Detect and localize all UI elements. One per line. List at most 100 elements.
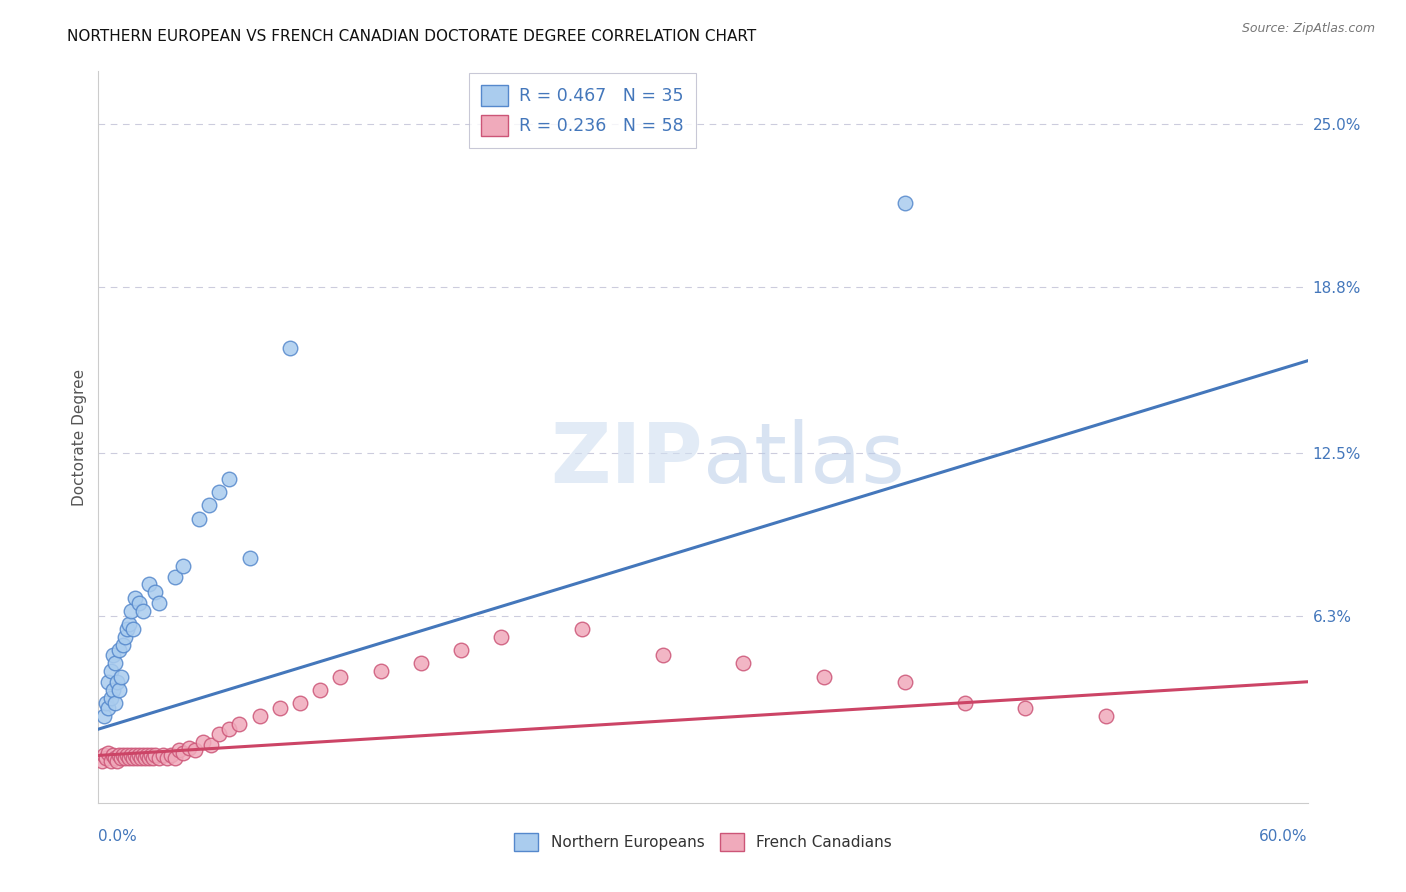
Point <box>100 690 122 705</box>
Point <box>309 682 332 697</box>
Point <box>278 341 301 355</box>
Point <box>110 751 132 765</box>
Point <box>156 751 179 765</box>
Point <box>135 748 157 763</box>
Point <box>148 596 170 610</box>
Point <box>893 195 915 210</box>
Point <box>105 754 128 768</box>
Point <box>103 751 125 765</box>
Point <box>124 748 146 763</box>
Point <box>208 727 231 741</box>
Point <box>97 746 120 760</box>
Text: atlas: atlas <box>703 418 904 500</box>
Point <box>138 751 160 765</box>
Point <box>142 751 165 765</box>
Point <box>120 604 142 618</box>
Point <box>121 622 143 636</box>
Point <box>115 622 138 636</box>
Point <box>228 717 250 731</box>
Text: 60.0%: 60.0% <box>1260 829 1308 844</box>
Point <box>96 751 118 765</box>
Point <box>93 748 115 763</box>
Point <box>143 748 166 763</box>
Point <box>93 709 115 723</box>
Point <box>129 751 152 765</box>
Point <box>101 648 124 663</box>
Point <box>329 669 352 683</box>
Text: ZIP: ZIP <box>551 418 703 500</box>
Point <box>893 674 915 689</box>
Point <box>132 748 155 763</box>
Point <box>118 616 141 631</box>
Point <box>172 559 194 574</box>
Point <box>103 657 125 671</box>
Point <box>91 754 114 768</box>
Point <box>491 630 513 644</box>
Point <box>132 604 155 618</box>
Y-axis label: Doctorate Degree: Doctorate Degree <box>72 368 87 506</box>
Point <box>114 630 136 644</box>
Point <box>118 751 141 765</box>
Text: Source: ZipAtlas.com: Source: ZipAtlas.com <box>1241 22 1375 36</box>
Point <box>128 748 150 763</box>
Point <box>101 748 124 763</box>
Point <box>184 743 207 757</box>
Point <box>110 669 132 683</box>
Point <box>96 696 118 710</box>
Point <box>163 751 186 765</box>
Point <box>160 748 183 763</box>
Point <box>97 701 120 715</box>
Point <box>103 696 125 710</box>
Point <box>239 551 262 566</box>
Point <box>124 591 146 605</box>
Point <box>107 643 129 657</box>
Text: 0.0%: 0.0% <box>98 829 138 844</box>
Point <box>1014 701 1036 715</box>
Point <box>179 740 201 755</box>
Point <box>172 746 194 760</box>
Point <box>198 499 221 513</box>
Point <box>125 751 148 765</box>
Point <box>138 577 160 591</box>
Point <box>114 751 136 765</box>
Text: NORTHERN EUROPEAN VS FRENCH CANADIAN DOCTORATE DEGREE CORRELATION CHART: NORTHERN EUROPEAN VS FRENCH CANADIAN DOC… <box>67 29 756 44</box>
Point <box>111 748 134 763</box>
Point <box>370 665 392 679</box>
Point <box>100 665 122 679</box>
Point <box>813 669 835 683</box>
Point <box>97 674 120 689</box>
Point <box>105 674 128 689</box>
Point <box>450 643 472 657</box>
Point <box>208 485 231 500</box>
Point <box>163 569 186 583</box>
Point <box>134 751 156 765</box>
Point <box>651 648 673 663</box>
Legend: Northern Europeans, French Canadians: Northern Europeans, French Canadians <box>508 827 898 857</box>
Point <box>409 657 432 671</box>
Point <box>200 738 222 752</box>
Point <box>101 682 124 697</box>
Point <box>1095 709 1118 723</box>
Point <box>288 696 311 710</box>
Point <box>733 657 755 671</box>
Point <box>218 472 240 486</box>
Point <box>107 682 129 697</box>
Point <box>143 585 166 599</box>
Point <box>152 748 174 763</box>
Point <box>121 751 143 765</box>
Point <box>218 722 240 736</box>
Point <box>107 748 129 763</box>
Point <box>115 748 138 763</box>
Point <box>188 511 211 525</box>
Point <box>193 735 215 749</box>
Point <box>120 748 142 763</box>
Point <box>111 638 134 652</box>
Point <box>139 748 162 763</box>
Point <box>148 751 170 765</box>
Point <box>953 696 976 710</box>
Point <box>269 701 291 715</box>
Point <box>167 743 190 757</box>
Point <box>571 622 593 636</box>
Point <box>128 596 150 610</box>
Point <box>100 754 122 768</box>
